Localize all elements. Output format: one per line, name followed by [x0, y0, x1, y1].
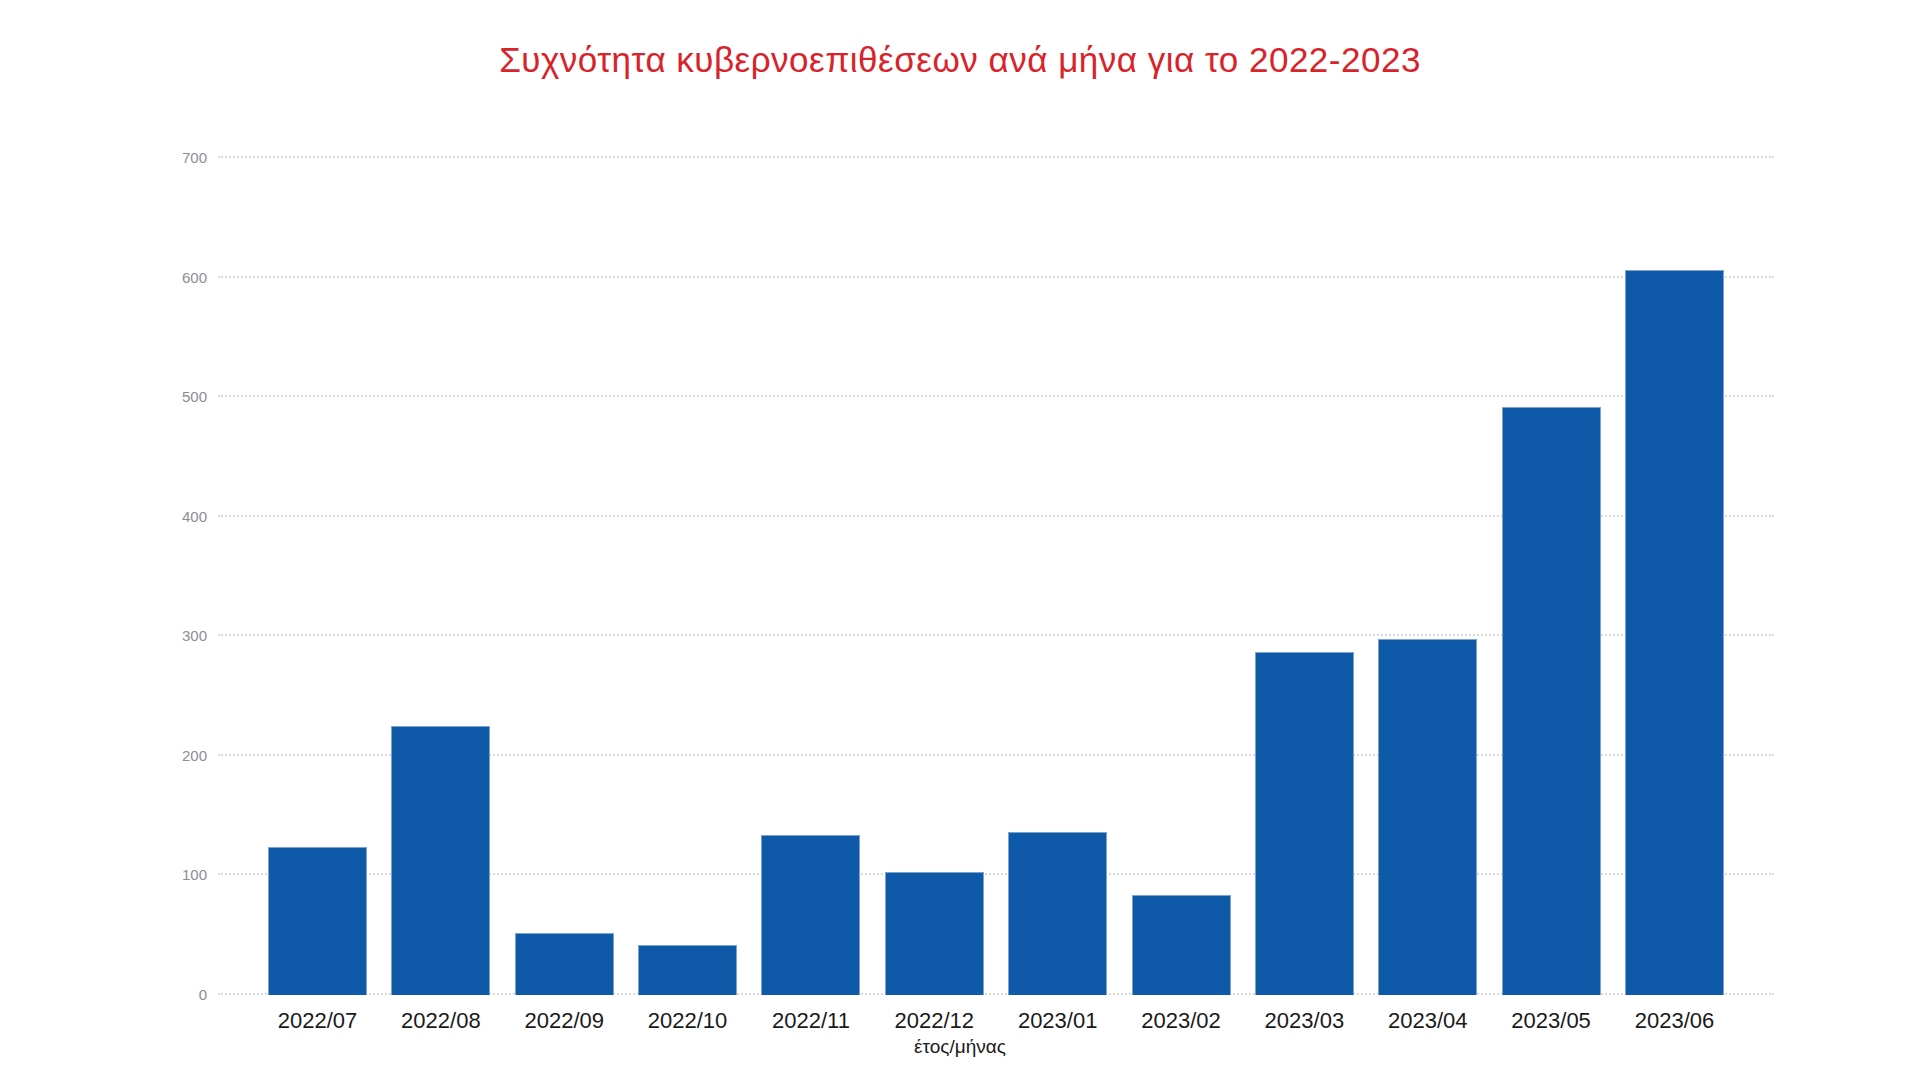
bar-2023/05[interactable]: [1502, 407, 1601, 995]
bar-2023/06[interactable]: [1625, 270, 1724, 995]
bar-2022/10[interactable]: [638, 945, 737, 995]
plot-area: 0100200300400500600700 2022/072022/08202…: [218, 158, 1774, 995]
bar-column-2022/09: 2022/09: [515, 158, 614, 995]
bar-2023/04[interactable]: [1378, 639, 1477, 995]
x-tick-label: 2023/02: [1141, 1008, 1221, 1034]
bar-2023/02[interactable]: [1132, 895, 1231, 995]
x-tick-label: 2022/11: [772, 1008, 850, 1034]
bar-column-2022/07: 2022/07: [268, 158, 367, 995]
x-tick-label: 2022/09: [524, 1008, 604, 1034]
x-tick-label: 2023/01: [1018, 1008, 1098, 1034]
bar-column-2022/11: 2022/11: [761, 158, 860, 995]
y-tick-label: 500: [182, 388, 207, 405]
bar-column-2023/04: 2023/04: [1378, 158, 1477, 995]
bar-column-2023/03: 2023/03: [1255, 158, 1354, 995]
y-tick-label: 400: [182, 508, 207, 525]
x-tick-label: 2022/12: [895, 1008, 975, 1034]
bar-column-2022/12: 2022/12: [885, 158, 984, 995]
bar-2023/03[interactable]: [1255, 652, 1354, 995]
y-tick-label: 200: [182, 747, 207, 764]
bar-2022/11[interactable]: [761, 835, 860, 995]
bar-2022/12[interactable]: [885, 872, 984, 995]
y-tick-label: 700: [182, 149, 207, 166]
y-tick-label: 100: [182, 866, 207, 883]
y-tick-label: 300: [182, 627, 207, 644]
x-tick-label: 2022/08: [401, 1008, 481, 1034]
bars-row: 2022/072022/08 2022/092022/102022/11 2022/…: [218, 158, 1774, 995]
bar-column-2023/05: 2023/05: [1502, 158, 1601, 995]
bar-column-2022/08: 2022/08: [391, 158, 490, 995]
bar-column-2023/06: 2023/06: [1625, 158, 1724, 995]
x-tick-label: 2023/06: [1635, 1008, 1715, 1034]
x-tick-label: 2022/10: [648, 1008, 728, 1034]
bar-2023/01[interactable]: [1008, 832, 1107, 995]
bar-2022/07[interactable]: [268, 847, 367, 995]
bar-column-2022/10: 2022/10: [638, 158, 737, 995]
x-tick-label: 2022/07: [278, 1008, 358, 1034]
x-axis-title: έτος/μήνας: [0, 1036, 1920, 1058]
bar-2022/09[interactable]: [515, 933, 614, 995]
chart-page: Συχνότητα κυβερνοεπιθέσεων ανά μήνα για …: [0, 0, 1920, 1080]
chart-title: Συχνότητα κυβερνοεπιθέσεων ανά μήνα για …: [0, 40, 1920, 80]
y-tick-label: 600: [182, 269, 207, 286]
bar-column-2023/01: 2023/01: [1008, 158, 1107, 995]
y-tick-label: 0: [199, 986, 207, 1003]
bar-2022/08[interactable]: [391, 726, 490, 995]
x-tick-label: 2023/05: [1511, 1008, 1591, 1034]
x-tick-label: 2023/04: [1388, 1008, 1468, 1034]
x-tick-label: 2023/03: [1265, 1008, 1345, 1034]
bar-column-2023/02: 2023/02: [1132, 158, 1231, 995]
